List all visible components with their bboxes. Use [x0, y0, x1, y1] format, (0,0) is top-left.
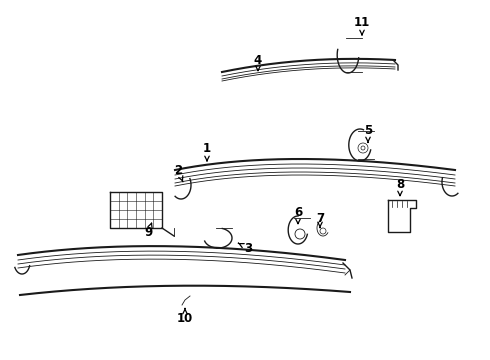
Text: 1: 1 [203, 141, 211, 161]
Text: 8: 8 [396, 179, 404, 195]
Text: 10: 10 [177, 309, 193, 324]
Text: 3: 3 [239, 242, 252, 255]
Text: 7: 7 [316, 211, 324, 228]
Text: 4: 4 [254, 54, 262, 71]
Text: 6: 6 [294, 207, 302, 224]
Text: 5: 5 [364, 123, 372, 142]
Text: 11: 11 [354, 15, 370, 35]
Text: 2: 2 [174, 163, 183, 182]
Text: 9: 9 [144, 223, 152, 239]
